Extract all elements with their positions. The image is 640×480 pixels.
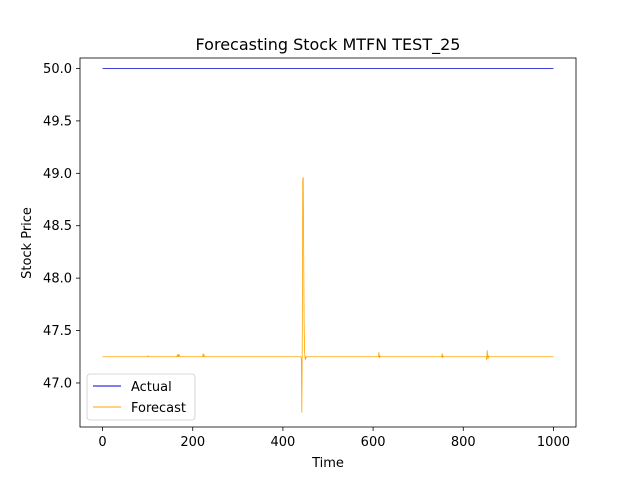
x-axis: 0 200 400 600 800 1000 xyxy=(98,427,570,450)
x-tick-label: 1000 xyxy=(537,435,570,450)
x-tick-label: 600 xyxy=(361,435,386,450)
y-axis: 47.0 47.5 48.0 48.5 49.0 49.5 50.0 xyxy=(43,62,80,391)
legend-label-actual: Actual xyxy=(131,380,172,395)
y-tick-label: 48.0 xyxy=(43,272,72,287)
y-tick-label: 50.0 xyxy=(43,62,72,77)
y-tick-label: 49.5 xyxy=(43,114,72,129)
plot-frame xyxy=(79,57,577,428)
x-tick-label: 800 xyxy=(451,435,476,450)
y-tick-label: 49.0 xyxy=(43,167,72,182)
legend: Actual Forecast xyxy=(86,373,196,421)
legend-label-forecast: Forecast xyxy=(131,401,186,416)
y-tick-label: 47.5 xyxy=(43,324,72,339)
legend-box xyxy=(86,373,196,421)
x-tick-label: 200 xyxy=(180,435,205,450)
x-axis-label: Time xyxy=(311,456,344,471)
y-axis-label: Stock Price xyxy=(20,207,35,279)
y-tick-label: 48.5 xyxy=(43,219,72,234)
y-tick-label: 47.0 xyxy=(43,376,72,391)
x-tick-label: 400 xyxy=(270,435,295,450)
series-line-forecast xyxy=(102,177,554,413)
plot-area xyxy=(79,57,577,428)
x-tick-label: 0 xyxy=(98,435,106,450)
chart-title: Forecasting Stock MTFN TEST_25 xyxy=(196,35,461,55)
